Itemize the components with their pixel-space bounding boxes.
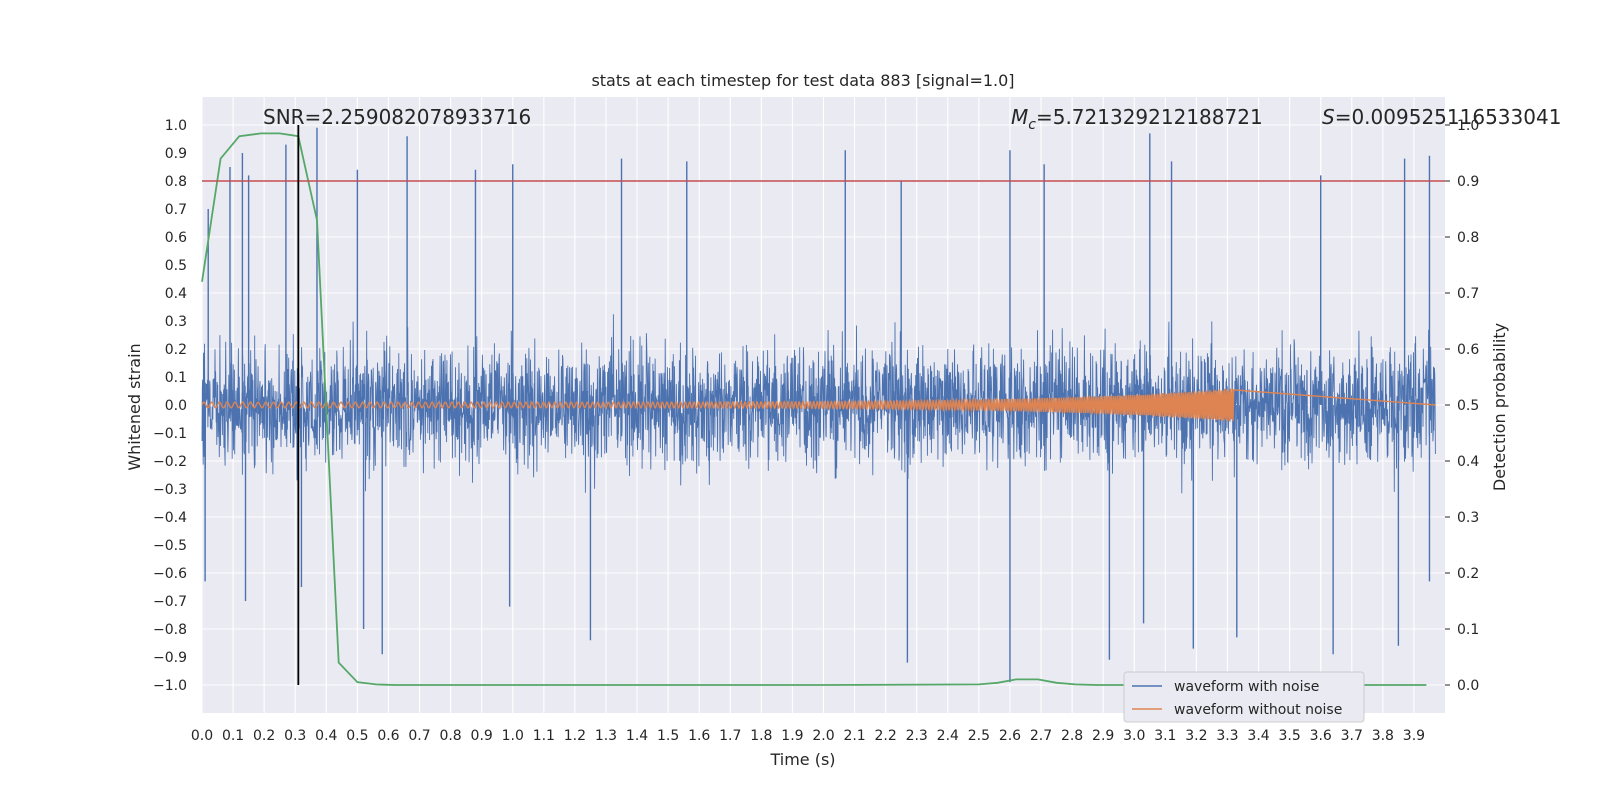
x-tick-label: 3.8 [1372,728,1394,744]
x-tick-label: 0.2 [253,728,275,744]
x-tick-label: 2.8 [1061,728,1083,744]
x-tick-label: 3.9 [1403,728,1425,744]
y-left-tick-label: 0.0 [165,398,187,414]
x-tick-label: 0.4 [315,728,337,744]
x-tick-label: 3.0 [1123,728,1145,744]
x-tick-label: 0.5 [346,728,368,744]
y-right-tick-label: 0.3 [1457,510,1479,526]
series-detection-probability [201,132,1427,686]
y-left-tick-label: 0.9 [165,146,187,162]
x-tick-label: 1.3 [595,728,617,744]
chirp-mass-subscript: c [1028,117,1036,133]
y-right-tick-label: 0.2 [1457,566,1479,582]
x-tick-label: 1.8 [750,728,772,744]
x-tick-label: 2.2 [875,728,897,744]
y-left-tick-label: −0.9 [153,650,187,666]
legend-label-clean: waveform without noise [1174,702,1342,718]
y-left-tick-label: 0.6 [165,230,187,246]
x-tick-label: 0.6 [377,728,399,744]
y-right-tick-label: 1.0 [1457,118,1479,134]
x-tick-label: 1.9 [781,728,803,744]
y-left-tick-label: −0.3 [153,482,187,498]
x-tick-label: 0.9 [471,728,493,744]
x-tick-label: 0.7 [408,728,430,744]
x-tick-label: 0.0 [191,728,213,744]
x-tick-label: 1.4 [626,728,648,744]
x-tick-label: 3.2 [1185,728,1207,744]
legend-label-noise: waveform with noise [1174,679,1319,695]
spin-symbol: S [1322,105,1335,129]
clean-trace [201,388,1436,422]
x-tick-label: 1.2 [564,728,586,744]
spin-value: =0.009525116533041 [1335,105,1562,129]
y-right-tick-label: 0.4 [1457,454,1479,470]
x-tick-label: 1.0 [502,728,524,744]
x-tick-label: 3.1 [1154,728,1176,744]
y-left-tick-label: −0.1 [153,426,187,442]
x-tick-label: 1.1 [533,728,555,744]
y-right-tick-label: 0.1 [1457,622,1479,638]
chirp-mass-symbol: M [1011,105,1028,129]
x-tick-label: 2.7 [1030,728,1052,744]
y-axis-label-right: Detection probability [1490,323,1509,491]
y-left-tick-label: 0.4 [165,286,187,302]
x-tick-label: 3.6 [1310,728,1332,744]
x-tick-label: 0.8 [439,728,461,744]
y-right-tick-label: 0.7 [1457,286,1479,302]
x-tick-label: 2.0 [812,728,834,744]
y-left-tick-label: 0.8 [165,174,187,190]
reference-lines [202,125,1445,685]
x-tick-label: 3.4 [1247,728,1269,744]
y-left-tick-label: 1.0 [165,118,187,134]
x-tick-label: 1.5 [657,728,679,744]
x-tick-label: 2.3 [906,728,928,744]
x-tick-label: 2.4 [937,728,959,744]
x-tick-label: 3.3 [1216,728,1238,744]
legend-box [1123,671,1365,723]
x-tick-label: 0.3 [284,728,306,744]
x-tick-label: 2.6 [999,728,1021,744]
y-left-tick-label: −1.0 [153,678,187,694]
x-axis-label: Time (s) [769,750,835,769]
x-tick-label: 3.7 [1341,728,1363,744]
y-left-tick-label: −0.7 [153,594,187,610]
y-left-tick-label: −0.4 [153,510,187,526]
x-tick-label: 2.1 [843,728,865,744]
y-left-tick-label: −0.2 [153,454,187,470]
x-tick-label: 3.5 [1278,728,1300,744]
y-left-tick-label: 0.3 [165,314,187,330]
axis-ticks: 0.0 0.1 0.2 0.3 0.4 0.5 0.6 0.7 0.8 0.9 1.0 1.1 1.2 1… [153,118,1479,744]
y-left-tick-label: 0.2 [165,342,187,358]
chart-title: stats at each timestep for test data 883… [591,71,1014,90]
chirp-mass-annotation: Mc=5.721329212188721 [1011,105,1263,133]
y-axis-label-left: Whitened strain [125,343,144,470]
y-left-tick-label: −0.6 [153,566,187,582]
snr-annotation: SNR=2.259082078933716 [263,105,531,129]
x-tick-label: 2.5 [968,728,990,744]
y-right-tick-label: 0.0 [1457,678,1479,694]
chirp-mass-value: =5.721329212188721 [1036,105,1263,129]
legend: waveform with noise waveform without noi… [1123,671,1365,723]
spin-annotation: S=0.009525116533041 [1322,105,1561,129]
x-tick-label: 1.6 [688,728,710,744]
y-left-tick-label: 0.7 [165,202,187,218]
y-left-tick-label: −0.8 [153,622,187,638]
y-left-tick-label: 0.1 [165,370,187,386]
series-waveform-without-noise [201,388,1436,422]
y-right-tick-label: 0.5 [1457,398,1479,414]
y-right-tick-label: 0.9 [1457,174,1479,190]
y-right-tick-label: 0.8 [1457,230,1479,246]
x-tick-label: 2.9 [1092,728,1114,744]
x-tick-label: 0.1 [222,728,244,744]
probability-trace [201,132,1427,686]
x-tick-label: 1.7 [719,728,741,744]
y-left-tick-label: 0.5 [165,258,187,274]
y-left-tick-label: −0.5 [153,538,187,554]
y-right-tick-label: 0.6 [1457,342,1479,358]
